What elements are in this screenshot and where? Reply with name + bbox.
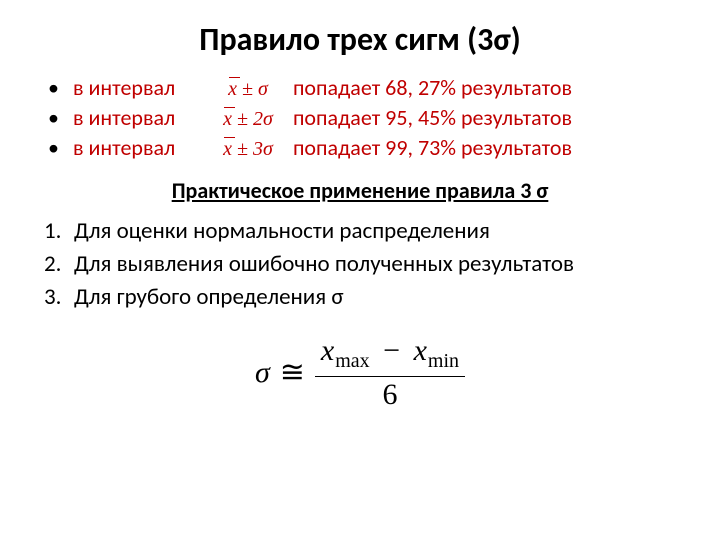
- eq-lhs: σ: [255, 356, 270, 390]
- numbered-list: 1.Для оценки нормальности распределения …: [44, 216, 680, 313]
- bullet-prefix: в интервал: [73, 73, 203, 103]
- eq-xmax: x: [321, 334, 334, 367]
- bullet-item: • в интервал x ± σ попадает 68, 27% резу…: [48, 73, 680, 103]
- eq-op: ≅: [280, 355, 305, 390]
- list-text: Для грубого определения σ: [74, 282, 344, 313]
- minus-icon: −: [383, 334, 400, 367]
- bullet-dot: •: [48, 103, 59, 133]
- bullet-prefix: в интервал: [73, 103, 203, 133]
- subtitle: Практическое применение правила 3 σ: [40, 177, 680, 204]
- bullet-prefix: в интервал: [73, 133, 203, 163]
- eq-xmin-sub: min: [428, 350, 459, 372]
- list-text: Для выявления ошибочно полученных резуль…: [74, 249, 574, 280]
- list-item: 1.Для оценки нормальности распределения: [44, 216, 680, 247]
- list-num: 3.: [44, 282, 74, 313]
- list-num: 2.: [44, 249, 74, 280]
- page-title: Правило трех сигм (3σ): [40, 20, 680, 59]
- eq-xmax-sub: max: [335, 350, 369, 372]
- equation-block: σ ≅ xmax − xmin 6: [40, 335, 680, 411]
- bullet-formula: x ± 3σ: [203, 136, 293, 163]
- bullet-item: • в интервал x ± 2σ попадает 95, 45% рез…: [48, 103, 680, 133]
- bullet-list: • в интервал x ± σ попадает 68, 27% резу…: [48, 73, 680, 163]
- bullet-tail: попадает 68, 27% результатов: [293, 73, 680, 103]
- bullet-tail: попадает 95, 45% результатов: [293, 103, 680, 133]
- bullet-dot: •: [48, 133, 59, 163]
- bullet-formula: x ± σ: [203, 76, 293, 103]
- bullet-tail: попадает 99, 73% результатов: [293, 133, 680, 163]
- list-text: Для оценки нормальности распределения: [74, 216, 490, 247]
- eq-xmin: x: [414, 334, 427, 367]
- bullet-formula: x ± 2σ: [203, 106, 293, 133]
- bullet-item: • в интервал x ± 3σ попадает 99, 73% рез…: [48, 133, 680, 163]
- list-item: 2.Для выявления ошибочно полученных резу…: [44, 249, 680, 280]
- bullet-dot: •: [48, 73, 59, 103]
- sigma-equation: σ ≅ xmax − xmin 6: [255, 335, 465, 411]
- list-num: 1.: [44, 216, 74, 247]
- eq-numerator: xmax − xmin: [315, 335, 465, 377]
- eq-denominator: 6: [382, 377, 397, 411]
- eq-fraction: xmax − xmin 6: [315, 335, 465, 411]
- list-item: 3.Для грубого определения σ: [44, 282, 680, 313]
